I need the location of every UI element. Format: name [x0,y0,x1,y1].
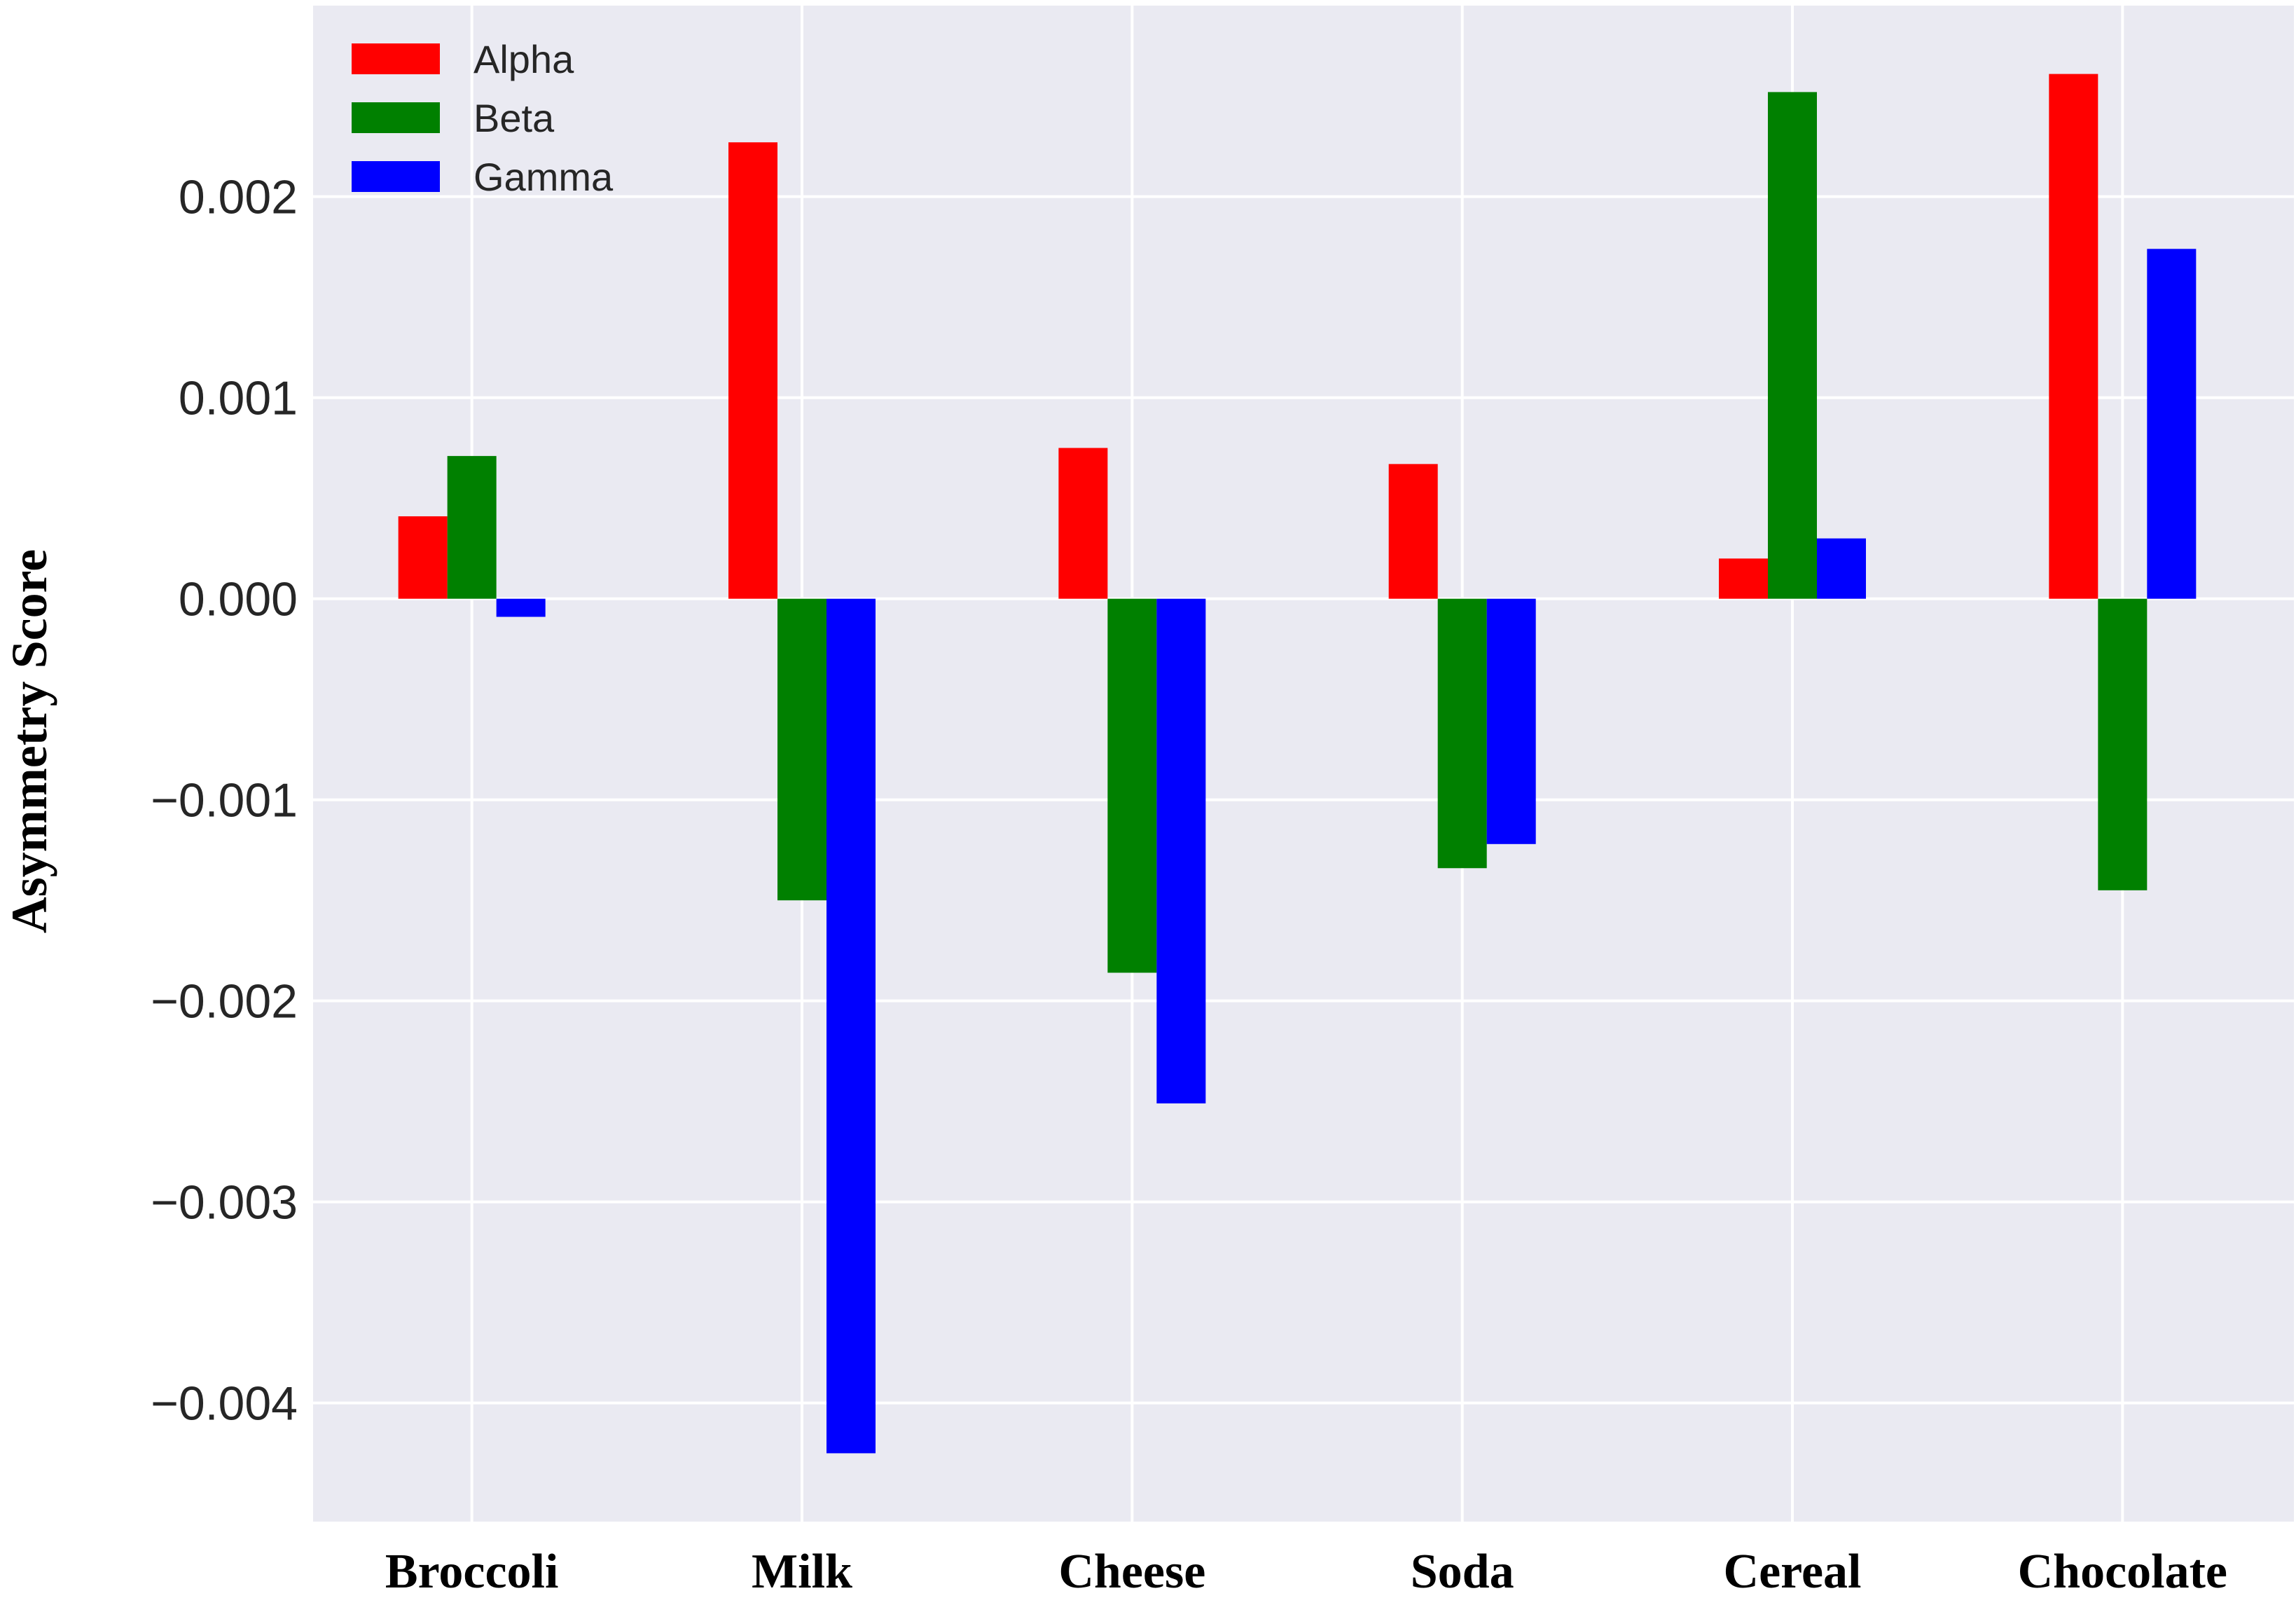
legend-label-beta: Beta [473,96,555,140]
x-tick-label: Milk [752,1545,852,1599]
y-tick-label: −0.002 [151,975,298,1028]
y-tick-label: −0.004 [151,1377,298,1431]
legend-label-gamma: Gamma [473,155,614,199]
bar-beta-cereal [1768,92,1817,599]
bar-gamma-milk [827,598,876,1454]
bar-beta-cheese [1107,598,1157,973]
bar-beta-milk [777,598,827,901]
bars [398,74,2197,1454]
y-tick-label: 0.001 [179,372,298,425]
bar-alpha-cereal [1719,558,1768,599]
bar-beta-broccoli [447,455,497,599]
y-axis-ticks: 0.002 0.001 0.000 −0.001 −0.002 −0.003 −0.004 [151,171,298,1431]
y-tick-label: −0.003 [151,1176,298,1229]
legend: Alpha Beta Gamma [352,37,614,199]
x-tick-label: Chocolate [2018,1545,2227,1599]
legend-swatch-beta [352,102,440,133]
y-tick-label: 0.000 [179,573,298,626]
bar-gamma-cereal [1817,538,1866,599]
bar-beta-soda [1437,598,1487,869]
y-axis-title: Asymmetry Score [1,549,57,933]
bar-alpha-cheese [1058,448,1108,599]
bar-gamma-cheese [1156,598,1206,1104]
legend-swatch-alpha [352,43,440,74]
y-tick-label: −0.001 [151,774,298,827]
x-tick-label: Cereal [1724,1545,1862,1599]
x-axis-category-labels: Broccoli Milk Cheese Soda Cereal Chocolate [385,1545,2227,1599]
bar-alpha-soda [1388,464,1438,599]
legend-swatch-gamma [352,161,440,192]
bar-gamma-soda [1486,598,1536,844]
bar-alpha-milk [728,142,777,599]
bar-gamma-broccoli [496,598,546,617]
bar-gamma-chocolate [2147,249,2197,599]
bar-beta-chocolate [2098,598,2148,890]
x-tick-label: Soda [1411,1545,1514,1599]
bar-alpha-broccoli [398,516,448,599]
x-tick-label: Broccoli [385,1545,559,1599]
x-tick-label: Cheese [1058,1545,1205,1599]
y-tick-label: 0.002 [179,171,298,224]
bar-alpha-chocolate [2049,74,2098,599]
legend-label-alpha: Alpha [473,37,574,81]
plot-area [313,6,2294,1522]
